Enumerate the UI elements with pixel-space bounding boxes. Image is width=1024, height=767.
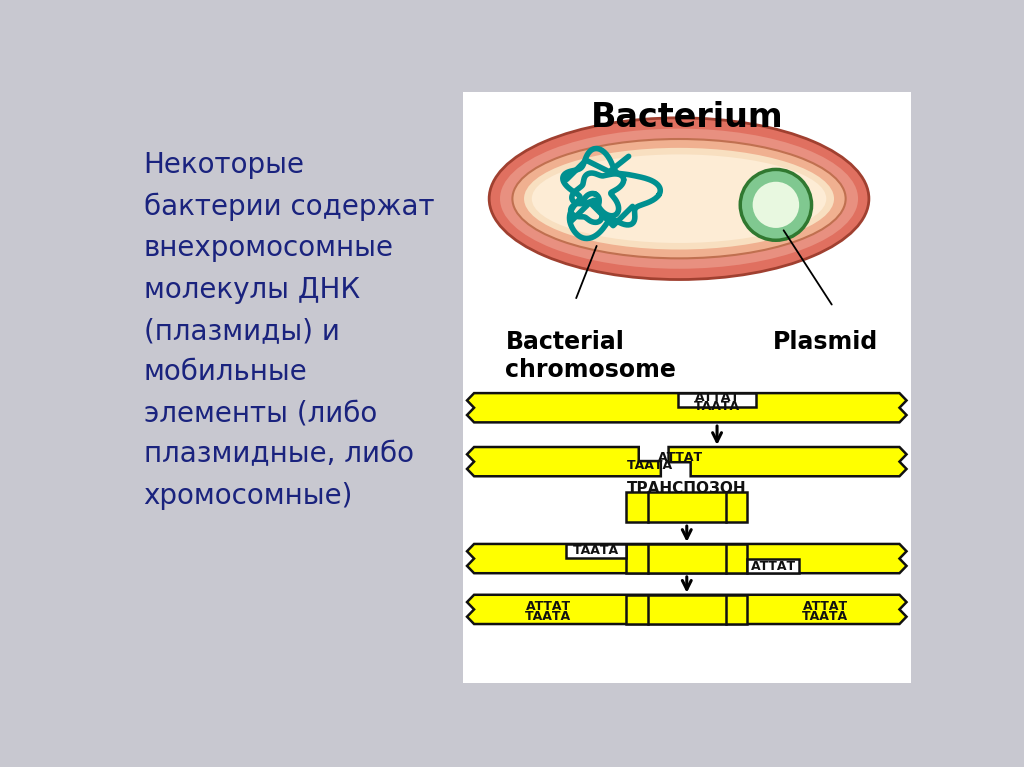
Ellipse shape	[512, 139, 846, 258]
Text: АТТАТ: АТТАТ	[658, 451, 703, 464]
Polygon shape	[467, 393, 906, 423]
FancyBboxPatch shape	[627, 492, 748, 522]
Text: АТТАТ: АТТАТ	[803, 600, 848, 613]
Text: ТААТА: ТААТА	[627, 459, 673, 472]
FancyBboxPatch shape	[627, 544, 748, 573]
FancyBboxPatch shape	[678, 393, 756, 407]
Text: ТРАНСПОЗОН: ТРАНСПОЗОН	[627, 481, 746, 496]
Text: ТААТА: ТААТА	[802, 610, 848, 623]
Text: АТТАТ: АТТАТ	[526, 600, 571, 613]
Ellipse shape	[531, 154, 826, 243]
Text: Plasmid: Plasmid	[773, 330, 879, 354]
Text: ТААТА: ТААТА	[525, 610, 571, 623]
FancyBboxPatch shape	[463, 92, 910, 382]
FancyBboxPatch shape	[627, 594, 748, 624]
Polygon shape	[467, 447, 660, 476]
Text: Bacterium: Bacterium	[591, 101, 783, 134]
Text: Некоторые
бактерии содержат
внехромосомные
молекулы ДНК
(плазмиды) и
мобильные
э: Некоторые бактерии содержат внехромосомн…	[143, 151, 434, 509]
FancyBboxPatch shape	[748, 559, 799, 573]
Text: ТААТА: ТААТА	[694, 400, 740, 413]
FancyBboxPatch shape	[565, 544, 627, 558]
Circle shape	[753, 182, 799, 228]
Polygon shape	[669, 447, 906, 476]
Ellipse shape	[489, 118, 869, 279]
Text: АТТАТ: АТТАТ	[751, 560, 796, 573]
Polygon shape	[467, 544, 906, 573]
Ellipse shape	[500, 129, 858, 268]
Text: ТААТА: ТААТА	[572, 545, 620, 558]
Circle shape	[740, 170, 812, 240]
Text: Bacterial
chromosome: Bacterial chromosome	[506, 330, 676, 382]
Ellipse shape	[524, 148, 834, 249]
Text: АТТАТ: АТТАТ	[694, 390, 739, 403]
FancyBboxPatch shape	[463, 380, 910, 683]
Polygon shape	[467, 594, 906, 624]
